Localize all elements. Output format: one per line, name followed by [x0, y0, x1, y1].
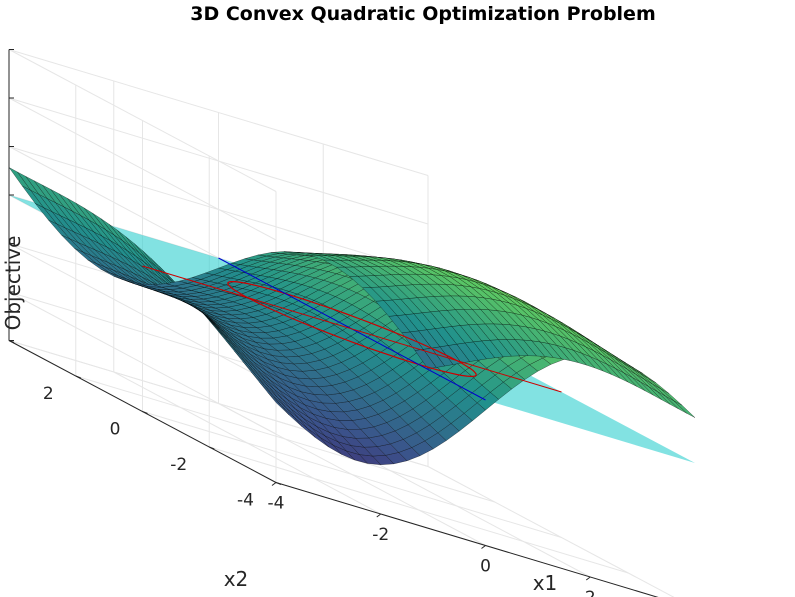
y-tick-label: 2 — [43, 384, 54, 404]
y-tick-label: -4 — [237, 491, 254, 511]
constraint-overlay — [142, 257, 562, 401]
grid-line — [8, 49, 277, 192]
y-tick-label: -2 — [170, 455, 187, 475]
chart-title: 3D Convex Quadratic Optimization Problem — [190, 3, 656, 25]
x-tick-label: 0 — [480, 557, 491, 577]
z-axis-label: Objective — [1, 236, 25, 331]
x-tick — [271, 482, 277, 486]
surface-patch — [665, 395, 687, 414]
grid-line — [75, 375, 495, 503]
grid-line — [8, 243, 277, 386]
x-tick-label: 2 — [585, 588, 596, 597]
surface-patch — [8, 167, 31, 191]
grid-line — [209, 446, 629, 574]
x-tick — [585, 576, 591, 581]
y-tick — [209, 446, 215, 450]
x-tick-label: -4 — [268, 494, 285, 514]
surface-patch — [673, 400, 696, 418]
axes — [8, 49, 659, 597]
y-tick-label: 0 — [110, 420, 121, 440]
y-tick — [275, 482, 282, 485]
x-tick-label: -2 — [372, 525, 389, 545]
x-tick — [376, 513, 382, 518]
grid-line — [142, 411, 562, 538]
reference-line-2 — [142, 265, 562, 393]
y-tick — [75, 375, 81, 379]
y-axis-label: x2 — [224, 567, 249, 591]
objective-surface — [8, 167, 696, 465]
x-axis-label: x1 — [533, 571, 558, 595]
grid-line — [8, 97, 277, 241]
tick-labels: -4-2024-4-2024-30-20-100102030 — [43, 384, 596, 597]
grid-line — [427, 466, 675, 597]
x-tick — [481, 545, 486, 549]
y-tick — [142, 411, 148, 414]
